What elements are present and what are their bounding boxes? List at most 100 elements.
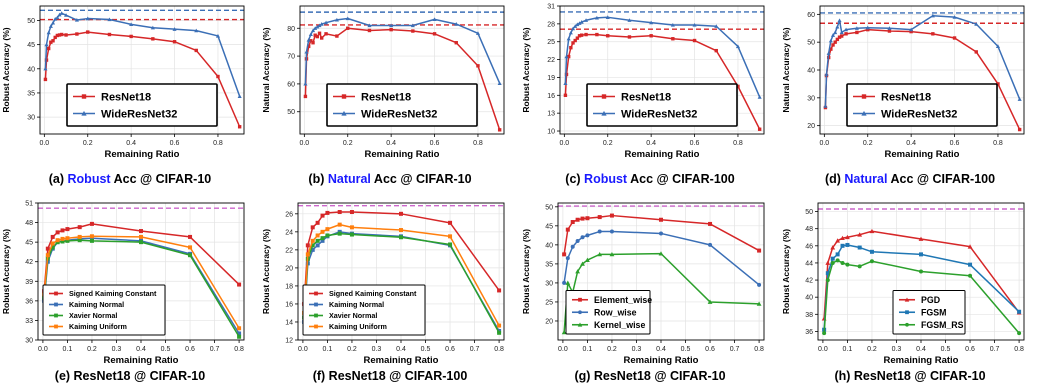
data-point xyxy=(974,50,978,54)
data-point xyxy=(65,238,70,243)
legend: ResNet18 WideResNet32 xyxy=(66,83,218,127)
data-point xyxy=(707,299,713,304)
data-point xyxy=(308,32,313,37)
legend-entry-2: WideResNet32 xyxy=(361,108,437,120)
data-point xyxy=(334,17,339,22)
data-point xyxy=(840,260,845,265)
data-point xyxy=(305,243,310,248)
data-point xyxy=(575,239,580,244)
data-point xyxy=(349,210,354,215)
x-tick-label: 0.5 xyxy=(681,346,691,353)
legend-marker xyxy=(314,302,318,307)
chart-panel-7: 0.0 0.1 0.2 0.3 0.4 0.5 0.6 0.7 0.8 20 25 30 35 40 45 5… xyxy=(521,202,765,365)
data-point xyxy=(835,238,841,243)
x-tick-label: 0.7 xyxy=(210,346,220,353)
data-point xyxy=(237,94,242,98)
data-point xyxy=(237,334,242,339)
data-point xyxy=(830,33,836,37)
data-point xyxy=(597,251,603,257)
x-axis-label: Remaining Ratio xyxy=(104,355,179,365)
y-tick-label: 30 xyxy=(545,280,553,287)
data-point xyxy=(919,269,923,274)
data-point xyxy=(60,32,64,37)
data-point xyxy=(399,211,403,216)
data-point xyxy=(55,230,60,235)
data-point xyxy=(584,18,589,22)
data-point xyxy=(1017,309,1022,314)
data-point xyxy=(823,104,828,108)
legend-marker xyxy=(905,322,909,327)
data-point xyxy=(692,23,697,27)
data-point xyxy=(320,236,325,241)
legend-marker xyxy=(904,297,910,302)
panel-caption: (f) ResNet18 @ CIFAR-100 xyxy=(260,369,520,383)
legend-marker xyxy=(54,313,58,318)
x-tick-label: 0.4 xyxy=(126,140,136,147)
data-point xyxy=(64,13,69,17)
plot-frame xyxy=(299,5,505,135)
data-point xyxy=(432,17,437,21)
legend-marker xyxy=(601,110,607,116)
data-point xyxy=(845,242,850,247)
y-tick-label: 31 xyxy=(547,4,555,11)
data-point xyxy=(757,248,762,253)
data-point xyxy=(580,235,585,240)
legend-entry-1: ResNet18 xyxy=(101,91,151,103)
data-point xyxy=(566,36,571,41)
y-tick-label: 12 xyxy=(285,338,293,345)
y-tick-label: 14 xyxy=(285,319,293,326)
caption-suffix: Acc @ CIFAR-100 xyxy=(887,172,996,186)
data-point xyxy=(60,239,65,244)
data-point xyxy=(575,217,580,222)
legend-marker xyxy=(314,324,318,329)
x-tick-label: 0.1 xyxy=(583,346,593,353)
chart-panel-4: 0.0 0.2 0.4 0.6 0.8 20 30 40 50 60 Remaining Ratio… xyxy=(781,5,1025,160)
data-point xyxy=(1017,127,1022,132)
x-tick-label: 0.2 xyxy=(87,346,97,353)
data-point xyxy=(324,20,329,25)
data-point xyxy=(77,225,82,230)
y-tick-label: 45 xyxy=(545,223,553,230)
data-point xyxy=(585,257,590,263)
data-point xyxy=(714,48,718,53)
data-point xyxy=(609,213,614,218)
data-point xyxy=(835,252,840,257)
x-tick-label: 0.4 xyxy=(916,346,926,353)
data-point xyxy=(194,28,199,33)
data-point xyxy=(562,280,567,285)
data-point xyxy=(310,28,316,33)
x-tick-label: 0.2 xyxy=(863,140,873,147)
data-point xyxy=(74,17,79,22)
x-tick-label: 0.2 xyxy=(347,346,357,353)
data-point xyxy=(335,34,339,38)
data-point xyxy=(571,41,575,45)
data-point xyxy=(974,22,979,26)
x-axis-label: Remaining Ratio xyxy=(625,149,700,160)
x-tick-label: 0.3 xyxy=(892,346,902,353)
panel-caption: (c) Robust Acc @ CIFAR-100 xyxy=(520,172,780,186)
data-point xyxy=(757,282,762,287)
x-axis-label: Remaining Ratio xyxy=(885,149,960,160)
data-point xyxy=(448,234,453,239)
x-tick-label: 0.7 xyxy=(990,346,1000,353)
legend-marker xyxy=(341,94,347,99)
chart-panel-3: 0.0 0.2 0.4 0.6 0.8 10 13 16 19 22 25 28 31 Remaining… xyxy=(521,4,765,160)
data-point xyxy=(822,331,827,336)
x-axis-label: Remaining Ratio xyxy=(105,149,180,160)
x-tick-label: 0.4 xyxy=(646,140,656,147)
data-point xyxy=(60,236,65,241)
data-point xyxy=(995,44,1000,48)
y-axis-label: Robust Accuracy (%) xyxy=(521,27,531,112)
data-point xyxy=(188,245,193,250)
caption-prefix: (g) ResNet18 @ CIFAR-10 xyxy=(574,369,726,383)
x-tick-label: 0.0 xyxy=(818,346,828,353)
data-point xyxy=(575,22,580,27)
data-point xyxy=(579,20,584,24)
data-point xyxy=(833,40,837,44)
data-point xyxy=(172,40,177,44)
data-point xyxy=(844,27,849,32)
data-point xyxy=(609,251,615,257)
data-point xyxy=(659,231,663,236)
y-tick-label: 30 xyxy=(25,338,33,345)
